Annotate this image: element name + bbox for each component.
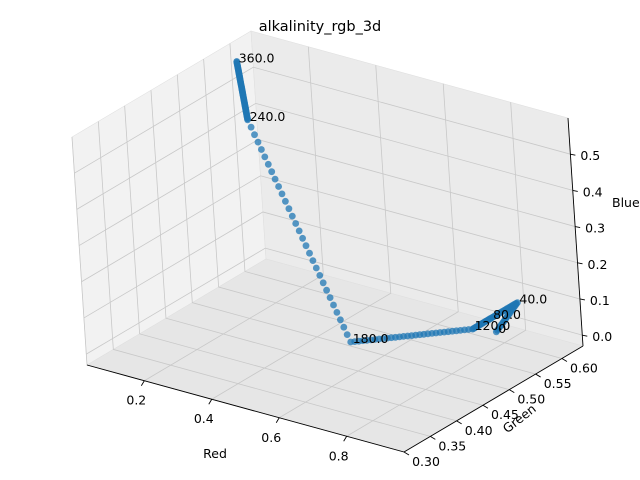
data-point <box>247 123 255 131</box>
data-point <box>233 58 241 65</box>
y-tick-mark <box>561 358 568 362</box>
z-tick-mark <box>575 226 581 229</box>
z-tick-label: 0.1 <box>590 293 610 308</box>
y-grid-line <box>97 121 431 437</box>
data-point <box>261 153 269 161</box>
z-grid-line <box>76 102 573 210</box>
x-tick-mark <box>275 417 280 423</box>
y-grid-line <box>150 90 484 406</box>
data-point <box>316 272 324 279</box>
y-tick-label: 0.30 <box>412 454 440 469</box>
x-axis-label: Red <box>203 446 227 461</box>
y-tick-label: 0.35 <box>438 438 466 453</box>
point-annotation: 40.0 <box>519 292 547 307</box>
z-tick-label: 0.0 <box>592 329 612 344</box>
data-point <box>333 309 341 316</box>
y-tick-mark <box>509 389 515 394</box>
z-axis-label: Blue <box>612 195 640 210</box>
data-point <box>337 316 344 324</box>
data-point <box>292 220 300 227</box>
y-tick-label: 0.50 <box>517 392 545 407</box>
y-axis-line <box>403 345 584 453</box>
data-point <box>309 257 317 264</box>
data-point <box>323 286 330 294</box>
data-point <box>285 205 293 213</box>
z-tick-label: 0.4 <box>583 184 603 199</box>
data-point <box>347 338 355 346</box>
data-point <box>254 138 262 146</box>
z-axis-line <box>567 117 584 347</box>
z-grid-line <box>74 66 571 174</box>
y-tick-mark <box>430 436 436 440</box>
y-tick-mark <box>482 404 489 409</box>
y-grid-line <box>176 74 510 391</box>
y-tick-mark <box>403 451 410 456</box>
z-grid-line <box>86 247 583 355</box>
z-grid-line <box>81 175 578 283</box>
data-point <box>330 301 337 309</box>
point-annotation: 360.0 <box>239 51 275 66</box>
y-tick-label: 0.60 <box>570 360 598 375</box>
y-tick-label: 0.40 <box>465 423 493 438</box>
z-tick-label: 0.3 <box>585 221 605 236</box>
data-point <box>299 234 306 242</box>
y-tick-mark <box>456 420 462 425</box>
data-point <box>340 323 348 331</box>
y-grid-line <box>203 59 536 375</box>
data-point <box>282 197 289 205</box>
y-tick-label: 0.55 <box>544 376 572 391</box>
data-point <box>271 175 279 183</box>
x-axis-line <box>86 364 405 453</box>
data-point <box>312 264 320 272</box>
x-tick-label: 0.2 <box>126 393 146 408</box>
z-tick-mark <box>572 189 578 192</box>
data-point <box>295 227 303 235</box>
axis-ticks: 0.20.40.60.8 0.300.350.400.450.500.550.60… <box>126 148 612 469</box>
z-tick-mark <box>577 262 583 265</box>
z-tick-mark <box>579 298 585 301</box>
point-annotation: 0 <box>498 321 506 336</box>
x-tick-label: 0.6 <box>261 430 281 445</box>
data-point <box>306 249 313 257</box>
data-point <box>251 131 258 139</box>
z-tick-label: 0.2 <box>588 257 608 272</box>
data-point <box>326 294 334 301</box>
z-tick-label: 0.5 <box>580 148 600 163</box>
x-tick-mark <box>343 436 348 442</box>
x-tick-label: 0.8 <box>329 448 349 463</box>
axis-lines <box>86 117 584 453</box>
point-annotation: 80.0 <box>493 307 521 322</box>
point-annotation: 120.0 <box>475 318 511 333</box>
x-tick-mark <box>140 380 145 386</box>
data-point <box>258 146 265 153</box>
z-grid-line <box>83 211 581 319</box>
chart-title: alkalinity_rgb_3d <box>259 19 382 35</box>
data-point <box>343 331 351 338</box>
z-tick-mark <box>570 153 576 156</box>
data-point <box>264 160 272 168</box>
y-tick-mark <box>535 373 541 378</box>
data-point <box>288 212 296 220</box>
x-grid-line <box>144 46 324 382</box>
z-tick-mark <box>582 334 588 337</box>
point-annotation: 180.0 <box>353 331 389 346</box>
point-annotation: 240.0 <box>250 109 286 124</box>
x-grid-line <box>211 65 392 400</box>
x-tick-label: 0.4 <box>194 411 214 426</box>
x-tick-mark <box>208 399 213 405</box>
data-point <box>278 190 286 198</box>
y-tick-label: 0.45 <box>491 407 519 422</box>
data-points <box>233 58 521 346</box>
data-point <box>268 168 276 176</box>
x-grid-line <box>346 102 527 437</box>
data-point <box>319 279 327 287</box>
data-point <box>302 242 310 250</box>
x-grid-line <box>279 83 459 419</box>
y-grid-line <box>124 105 457 422</box>
data-point <box>275 183 282 190</box>
